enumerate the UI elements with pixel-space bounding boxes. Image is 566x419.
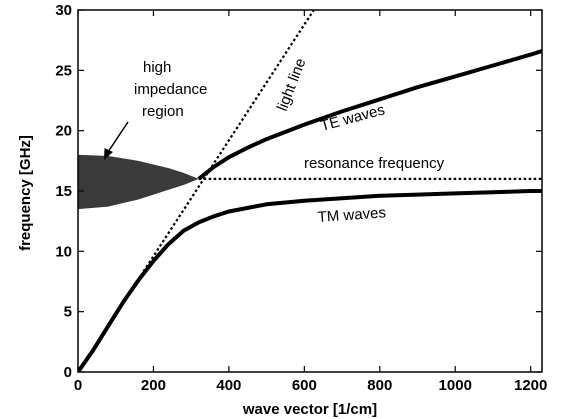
y-tick-label-5: 5: [64, 304, 72, 321]
annotation-high: high: [143, 59, 171, 76]
annotation-tm: TM waves: [317, 204, 386, 226]
annotation-resonance: resonance frequency: [304, 155, 445, 172]
x-tick-label-0: 0: [74, 377, 82, 394]
x-tick-label-800: 800: [367, 377, 392, 394]
plot-area: 0 200 400 600 800 1000 1200 0 5 10 15 20 25 30 high imp…: [55, 2, 547, 394]
series-te-waves: [197, 49, 542, 181]
x-tick-label-1000: 1000: [439, 377, 472, 394]
x-tick-label-400: 400: [216, 377, 241, 394]
y-tick-label-30: 30: [55, 2, 72, 19]
x-tick-label-600: 600: [292, 377, 317, 394]
y-axis-title: frequency [GHz]: [17, 135, 34, 251]
annotation-arrow: [107, 121, 129, 153]
y-tick-label-10: 10: [55, 243, 72, 260]
annotation-impedance: impedance: [134, 81, 207, 98]
series-tm-waves: [78, 189, 542, 372]
x-tick-label-200: 200: [141, 377, 166, 394]
x-axis-title: wave vector [1/cm]: [242, 401, 377, 418]
x-tick-label-1200: 1200: [514, 377, 547, 394]
y-tick-label-20: 20: [55, 123, 72, 140]
annotation-region: region: [142, 103, 184, 120]
annotation-arrowhead: [104, 148, 113, 160]
y-tick-label-0: 0: [64, 364, 72, 381]
high-impedance-region: [78, 154, 199, 210]
y-tick-label-15: 15: [55, 183, 72, 200]
series-light-line: [78, 10, 315, 372]
y-tick-label-25: 25: [55, 62, 72, 79]
